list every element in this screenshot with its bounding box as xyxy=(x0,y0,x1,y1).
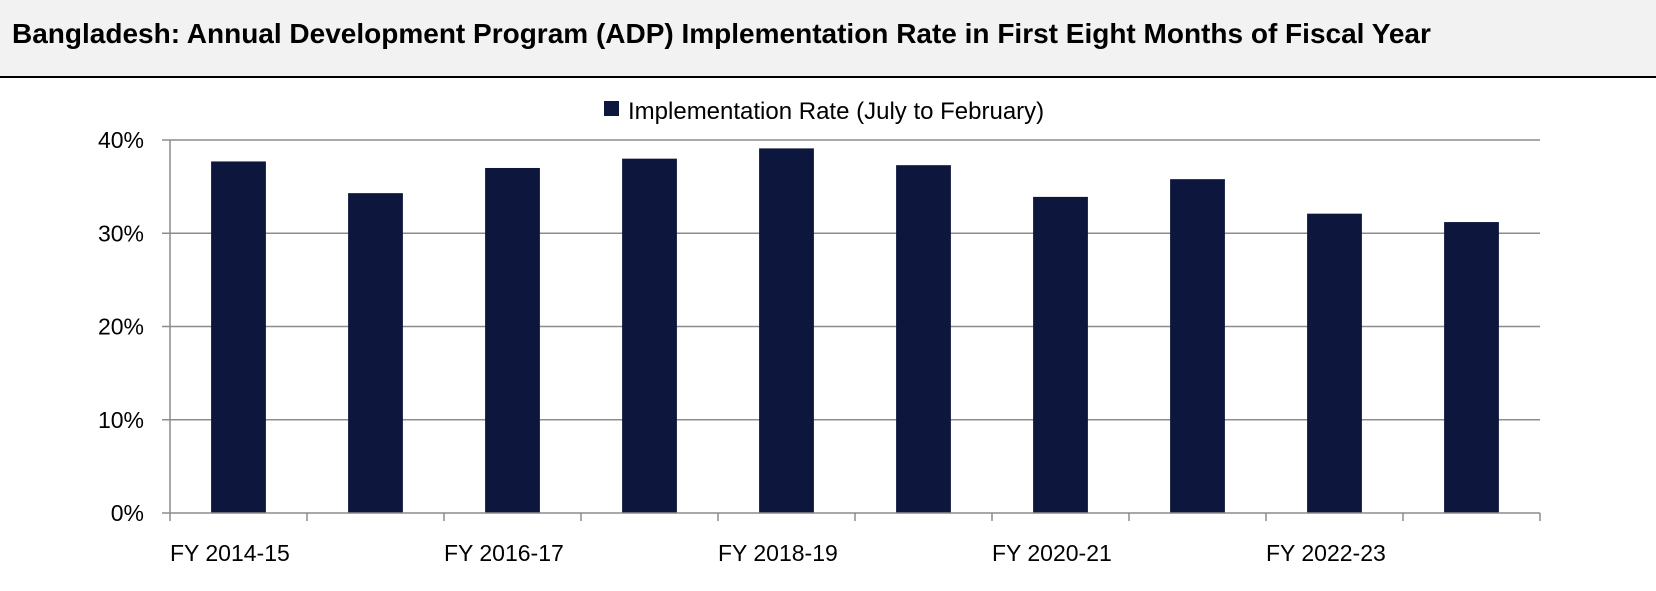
y-tick-label: 30% xyxy=(98,220,144,246)
x-axis-tick-labels: FY 2014-15 FY 2016-17 FY 2018-19 FY 2020-21… xyxy=(170,540,1386,566)
bar xyxy=(896,165,951,514)
title-bar: Bangladesh: Annual Development Program (… xyxy=(0,0,1656,78)
y-tick-label: 0% xyxy=(111,500,144,526)
legend-swatch xyxy=(604,101,619,116)
bar xyxy=(622,158,677,513)
x-tick-label: FY 2018-19 xyxy=(718,540,838,566)
x-tick-label: FY 2020-21 xyxy=(992,540,1112,566)
bar xyxy=(485,167,540,513)
x-tick-label: FY 2014-15 xyxy=(170,540,290,566)
bar xyxy=(348,193,403,513)
legend-label: Implementation Rate (July to February) xyxy=(628,98,1044,125)
y-tick-label: 40% xyxy=(98,127,144,153)
x-tick-label: FY 2016-17 xyxy=(444,540,564,566)
x-tick-label: FY 2022-23 xyxy=(1266,540,1386,566)
legend: Implementation Rate (July to February) xyxy=(604,98,1044,125)
bar xyxy=(1033,196,1088,513)
bar xyxy=(1307,213,1362,514)
y-axis-tick-labels: 0% 10% 20% 30% 40% xyxy=(98,127,144,526)
bar xyxy=(759,148,814,513)
chart-title: Bangladesh: Annual Development Program (… xyxy=(12,18,1431,49)
bars xyxy=(211,148,1499,514)
y-tick-label: 10% xyxy=(98,407,144,433)
bar xyxy=(211,161,266,513)
x-axis xyxy=(169,140,1541,521)
y-tick-label: 20% xyxy=(98,314,144,340)
bar xyxy=(1444,222,1499,513)
bar xyxy=(1170,179,1225,514)
